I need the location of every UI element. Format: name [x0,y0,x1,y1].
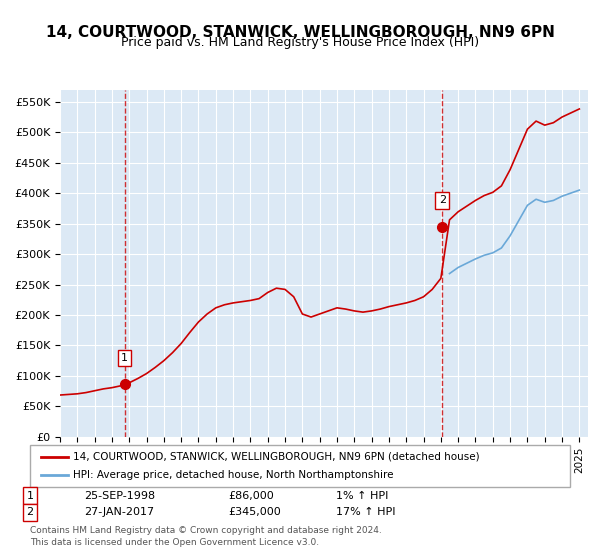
Text: Price paid vs. HM Land Registry's House Price Index (HPI): Price paid vs. HM Land Registry's House … [121,36,479,49]
Text: 27-JAN-2017: 27-JAN-2017 [84,507,154,517]
Text: 14, COURTWOOD, STANWICK, WELLINGBOROUGH, NN9 6PN: 14, COURTWOOD, STANWICK, WELLINGBOROUGH,… [46,25,554,40]
Text: 17% ↑ HPI: 17% ↑ HPI [336,507,395,517]
Text: £345,000: £345,000 [228,507,281,517]
Text: 1: 1 [26,491,34,501]
Text: 2: 2 [26,507,34,517]
Text: Contains HM Land Registry data © Crown copyright and database right 2024.: Contains HM Land Registry data © Crown c… [30,526,382,535]
Text: 1% ↑ HPI: 1% ↑ HPI [336,491,388,501]
Text: 1: 1 [121,353,128,363]
Text: £86,000: £86,000 [228,491,274,501]
Text: This data is licensed under the Open Government Licence v3.0.: This data is licensed under the Open Gov… [30,538,319,547]
Text: 14, COURTWOOD, STANWICK, WELLINGBOROUGH, NN9 6PN (detached house): 14, COURTWOOD, STANWICK, WELLINGBOROUGH,… [73,452,480,462]
FancyBboxPatch shape [30,445,570,487]
Text: 2: 2 [439,195,446,206]
Text: 25-SEP-1998: 25-SEP-1998 [84,491,155,501]
Text: HPI: Average price, detached house, North Northamptonshire: HPI: Average price, detached house, Nort… [73,470,394,480]
